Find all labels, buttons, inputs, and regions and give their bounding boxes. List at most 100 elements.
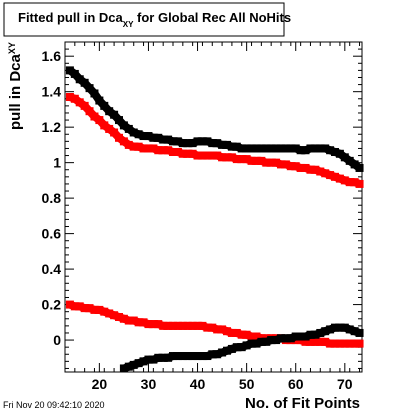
series-2-point: [281, 160, 290, 169]
series-1-point: [223, 140, 231, 149]
series-1-point: [149, 133, 158, 142]
series-4-point: [149, 355, 158, 364]
series-1-point: [139, 132, 148, 141]
series-4-point: [213, 350, 222, 359]
series-2-point: [227, 153, 236, 162]
series-2-point: [331, 172, 339, 181]
y-tick-label: 0.2: [42, 297, 62, 313]
y-tick-label: 0.4: [42, 261, 62, 277]
series-1-point: [281, 144, 290, 153]
series-2-point: [262, 158, 271, 167]
y-tick-label: 1.2: [42, 119, 62, 135]
series-4-point: [223, 346, 231, 355]
series-4-point: [257, 337, 266, 346]
series-2-point: [286, 162, 295, 171]
series-3-point: [247, 332, 256, 341]
series-1-point: [90, 89, 99, 98]
series-3-point: [119, 314, 128, 323]
series-3-point: [213, 325, 222, 334]
series-4-point: [247, 339, 256, 348]
series-2-point: [247, 156, 256, 165]
series-1-point: [80, 78, 89, 87]
series-3-point: [335, 339, 344, 348]
series-2-point: [198, 151, 207, 160]
series-1-point: [232, 142, 241, 151]
series-3-point: [90, 305, 99, 314]
series-1-point: [247, 144, 256, 153]
series-4-point: [286, 334, 295, 343]
series-2-point: [75, 98, 84, 107]
y-tick-label: 0: [53, 332, 61, 348]
series-2-point: [272, 158, 281, 167]
series-2-point: [218, 153, 227, 162]
series-2-point: [65, 93, 74, 101]
series-1-point: [252, 144, 261, 153]
series-2-point: [311, 165, 320, 174]
series-4-point: [252, 339, 261, 348]
series-2-point: [335, 174, 344, 183]
data-marks: [65, 66, 364, 373]
series-1-point: [183, 139, 192, 148]
series-3-point: [85, 304, 94, 313]
series-3-point: [321, 337, 330, 346]
series-3-point: [159, 321, 168, 330]
series-2-point: [301, 163, 310, 172]
series-4-point: [218, 348, 227, 357]
series-3-point: [355, 339, 364, 348]
series-3-point: [252, 332, 261, 341]
series-1-point: [355, 163, 364, 172]
y-tick-label: 1: [53, 155, 61, 171]
series-4-point: [134, 359, 143, 368]
series-1-point: [267, 144, 276, 153]
series-4-point: [232, 343, 241, 352]
series-4-point: [311, 330, 320, 339]
series-3-point: [242, 330, 251, 339]
series-3-point: [198, 321, 207, 330]
series-3: [65, 300, 364, 348]
series-3-point: [316, 337, 325, 346]
series-2-point: [277, 160, 285, 169]
series-2-point: [267, 158, 276, 167]
series-1-point: [75, 75, 84, 84]
series-3-point: [134, 318, 143, 327]
series-4-point: [203, 352, 212, 361]
series-2-point: [326, 171, 335, 180]
series-2-point: [340, 176, 349, 185]
series-4-point: [277, 334, 285, 343]
series-3-point: [183, 321, 192, 330]
series-2-point: [144, 144, 153, 153]
series-2-point: [296, 163, 305, 172]
series-1-point: [134, 130, 143, 139]
series-4-point: [301, 332, 310, 341]
series-1-point: [65, 66, 74, 75]
series-1-point: [119, 121, 128, 130]
series-3-point: [306, 337, 315, 346]
series-2-point: [188, 149, 197, 158]
series-2-point: [100, 121, 109, 130]
series-2-point: [242, 155, 251, 164]
series-4-point: [350, 327, 359, 336]
series-2-point: [115, 133, 123, 142]
series-3-point: [65, 300, 74, 309]
series-2-point: [95, 116, 104, 125]
series-1-point: [242, 144, 251, 153]
series-3-point: [95, 305, 104, 314]
series-3-point: [218, 325, 227, 334]
series-1-point: [326, 146, 335, 155]
series-1-point: [277, 144, 285, 153]
series-1-point: [144, 132, 153, 141]
series-4-point: [178, 352, 187, 361]
series-1-point: [350, 160, 359, 169]
series-3-point: [173, 321, 182, 330]
series-4-point: [326, 325, 335, 334]
y-tick-label: 1.4: [42, 84, 62, 100]
series-2-point: [164, 146, 173, 155]
series-2-point: [169, 148, 177, 156]
timestamp: Fri Nov 20 09:42:10 2020: [3, 400, 105, 410]
series-2-point: [257, 156, 266, 165]
y-tick-label: 0.6: [42, 226, 62, 242]
series-3-point: [232, 328, 241, 337]
series-4-point: [331, 323, 339, 332]
series-3-point: [75, 302, 84, 311]
series-2-point: [213, 151, 222, 160]
